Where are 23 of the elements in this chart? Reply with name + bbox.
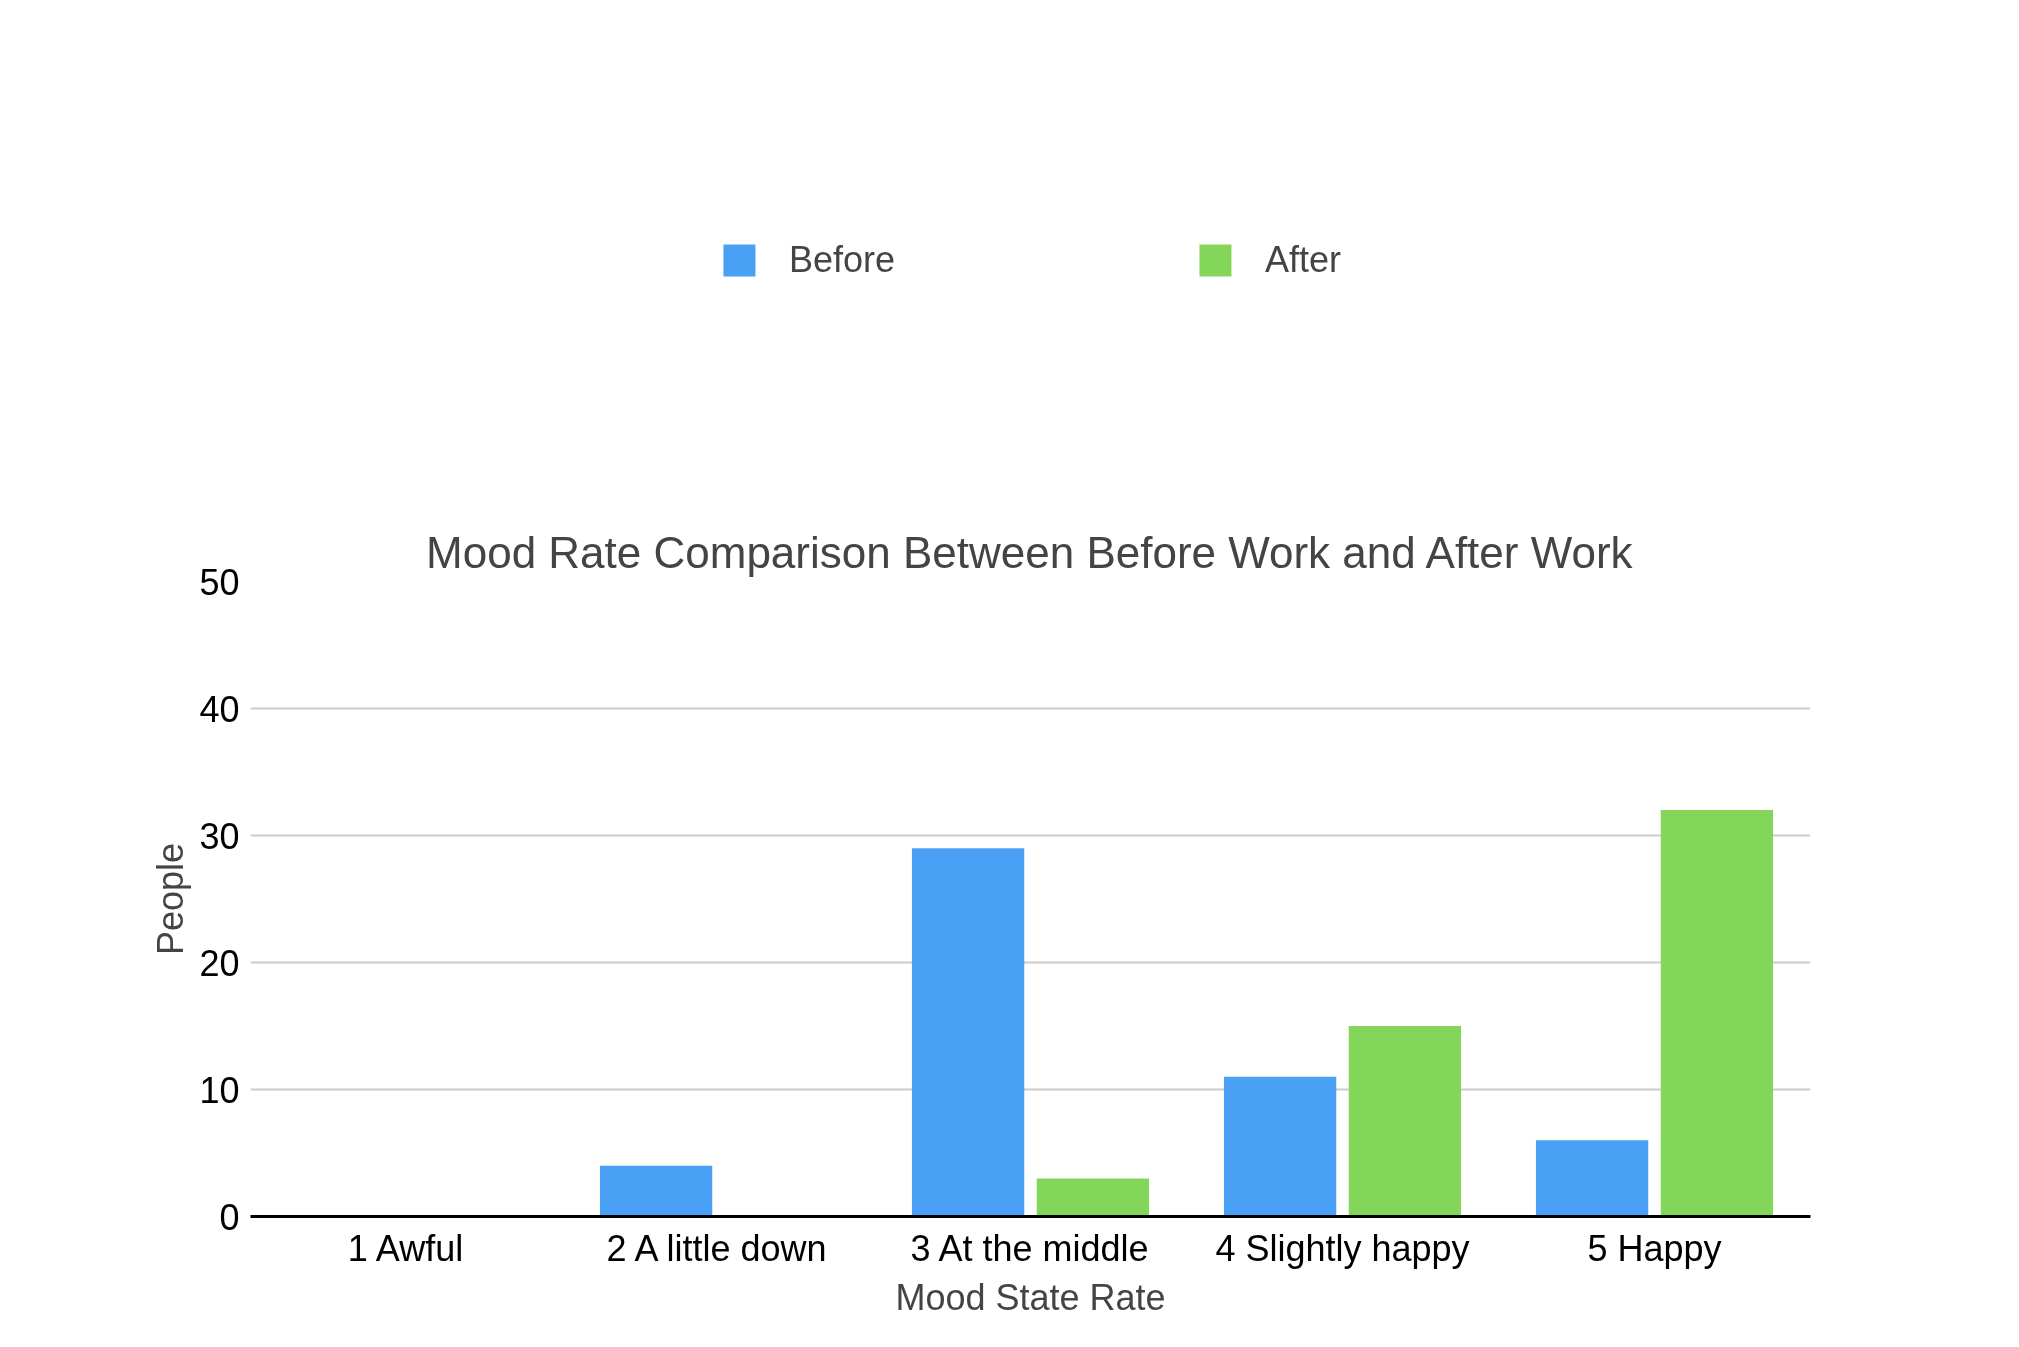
y-tick-label: 10 (199, 1069, 240, 1111)
y-tick-label: 30 (199, 815, 240, 857)
bar (599, 1165, 713, 1217)
x-axis-title: Mood State Rate (895, 1276, 1166, 1318)
bar (1223, 1076, 1337, 1217)
x-tick-label: 1 Awful (347, 1227, 464, 1269)
bar (1036, 1178, 1150, 1217)
x-tick-label: 2 A little down (606, 1227, 827, 1269)
x-tick-label: 4 Slightly happy (1215, 1227, 1470, 1269)
x-tick-label: 3 At the middle (910, 1227, 1149, 1269)
y-tick-label: 50 (199, 561, 240, 603)
y-tick-label: 20 (199, 942, 240, 984)
bar (911, 848, 1025, 1217)
y-tick-label: 40 (199, 688, 240, 730)
legend-label: Before (788, 238, 896, 281)
bar (1535, 1140, 1649, 1217)
x-tick-label: 5 Happy (1587, 1227, 1722, 1269)
bar (1348, 1026, 1462, 1217)
legend-label: After (1265, 238, 1342, 281)
bar (1660, 810, 1774, 1217)
y-tick-label: 0 (219, 1196, 240, 1238)
y-axis-title: People (150, 842, 192, 956)
chart-title: Mood Rate Comparison Between Before Work and After Work (426, 527, 1634, 577)
